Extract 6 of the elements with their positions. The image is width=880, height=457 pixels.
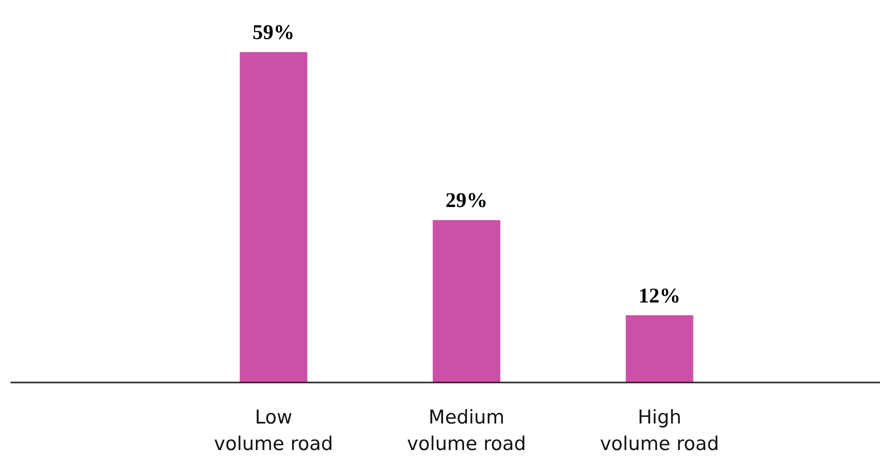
data-label: 59% [252, 20, 295, 44]
data-label: 29% [446, 188, 488, 212]
data-label: 12% [638, 283, 681, 308]
x-tick-label: Medium volume road [406, 406, 526, 455]
x-tick-label: High volume road [600, 406, 720, 455]
x-tick-label: Low volume road [214, 406, 334, 455]
